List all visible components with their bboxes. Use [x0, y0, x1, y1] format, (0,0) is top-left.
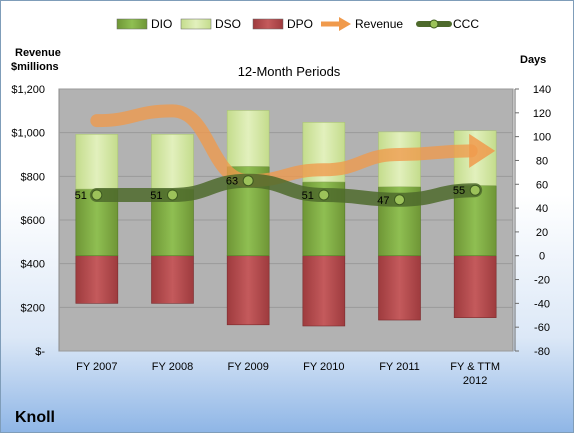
ccc-data-label: 47 [377, 195, 389, 207]
ccc-point [394, 194, 405, 206]
ccc-data-label: 55 [453, 185, 465, 197]
dpo-bar [302, 255, 346, 327]
company-name: Knoll [15, 409, 55, 426]
left-tick-label: $1,200 [11, 84, 45, 96]
category-label: FY 2010 [303, 361, 344, 373]
ccc-data-label: 51 [302, 190, 314, 202]
ccc-legend-marker [429, 19, 439, 29]
revenue-arrowhead [469, 133, 496, 168]
dpo-legend-swatch [252, 18, 284, 30]
right-tick-label: 120 [533, 108, 551, 120]
dso-legend-swatch [180, 18, 212, 30]
dso-bar [151, 133, 194, 190]
ccc-point [167, 189, 178, 201]
left-tick-label: $400 [21, 259, 45, 271]
right-tick-label: -40 [534, 298, 550, 310]
right-tick-label: 140 [533, 84, 551, 96]
dso-bar [226, 110, 270, 167]
left-tick-label: $800 [21, 171, 45, 183]
category-label: FY 2011 [379, 361, 420, 373]
dpo-bar [151, 255, 194, 304]
right-tick-label: -20 [534, 275, 550, 287]
dso-bar [75, 133, 119, 190]
left-axis-label-line2: $millions [11, 61, 59, 73]
category-label: FY 2008 [152, 361, 193, 373]
ccc-point [91, 189, 103, 201]
chart-title: 12-Month Periods [238, 64, 341, 79]
ccc-legend-label: CCC [453, 17, 479, 31]
ccc-data-label: 63 [226, 176, 238, 188]
category-label: FY 2007 [76, 361, 117, 373]
ccc-point [469, 184, 481, 196]
right-tick-label: 60 [536, 179, 548, 191]
dpo-legend-label: DPO [287, 17, 313, 31]
category-label: 2012 [463, 375, 487, 387]
right-tick-label: -60 [534, 322, 550, 334]
right-tick-label: 100 [533, 132, 551, 144]
right-tick-label: 40 [536, 203, 548, 215]
ccc-point [242, 175, 254, 187]
category-label: FY 2009 [227, 361, 268, 373]
left-tick-label: $1,000 [11, 128, 45, 140]
dpo-bar [378, 255, 421, 321]
dio-legend-swatch [116, 18, 148, 30]
legend: DIO DSO DPO Revenue CCC [116, 17, 479, 31]
left-tick-label: $- [35, 346, 45, 358]
dpo-bar [453, 255, 497, 318]
revenue-legend-label: Revenue [355, 17, 403, 31]
right-tick-label: -80 [534, 346, 550, 358]
ccc-series: 51 51 63 51 47 55 [75, 173, 483, 207]
category-label: FY & TTM [450, 361, 500, 373]
dpo-bar [75, 255, 119, 304]
ccc-data-label: 51 [75, 190, 87, 202]
revenue-legend-arrowhead [339, 17, 351, 31]
left-tick-label: $600 [21, 215, 45, 227]
left-axis-label-line1: Revenue [15, 47, 61, 59]
axes: $- $200 $400 $600 $800 $1,000 $1,200 -80 -60 -40 -… [11, 84, 551, 387]
dpo-bar [226, 255, 270, 326]
right-axis-label: Days [520, 54, 546, 66]
dso-legend-label: DSO [215, 17, 241, 31]
right-tick-label: 80 [536, 155, 548, 167]
left-tick-label: $200 [21, 302, 45, 314]
right-tick-label: 20 [536, 227, 548, 239]
dio-legend-label: DIO [151, 17, 172, 31]
ccc-data-label: 51 [150, 190, 162, 202]
ccc-point [318, 189, 330, 201]
right-tick-label: 0 [539, 251, 545, 263]
